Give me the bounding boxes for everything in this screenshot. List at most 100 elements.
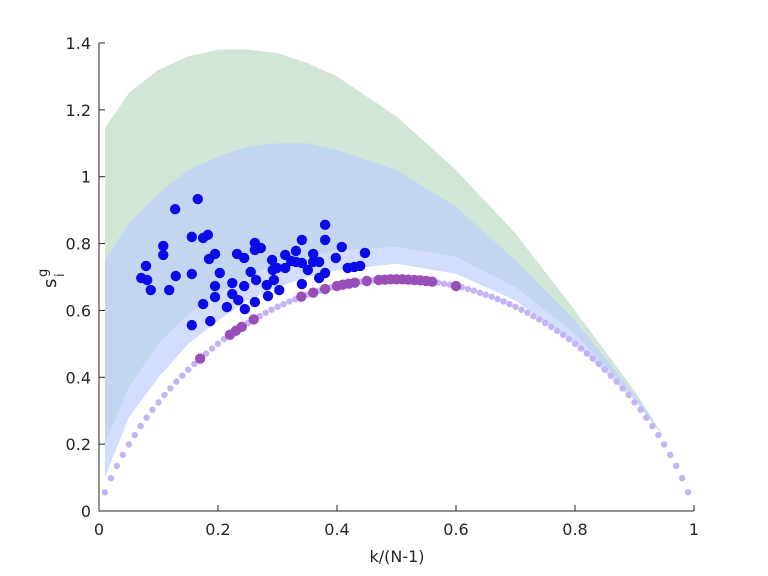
y-tick-label: 1.2 (66, 101, 91, 120)
point (280, 300, 287, 308)
point (107, 475, 115, 482)
x-tick-label: 0.6 (443, 520, 468, 539)
point (170, 270, 181, 282)
point (655, 431, 662, 439)
point (684, 489, 692, 496)
point (131, 431, 138, 439)
point (186, 231, 198, 243)
point (145, 284, 156, 296)
point (542, 319, 549, 327)
point (313, 256, 325, 268)
point (488, 293, 495, 300)
y-tick-label: 1 (81, 168, 91, 187)
point (530, 312, 537, 320)
point (637, 406, 644, 413)
point (186, 319, 198, 331)
x-tick-label: 0.2 (205, 520, 230, 539)
point (476, 289, 483, 296)
point (158, 249, 169, 261)
point (359, 247, 371, 259)
point (125, 441, 132, 448)
point (355, 260, 366, 272)
point (589, 355, 597, 362)
point (296, 278, 308, 290)
point (336, 241, 347, 253)
point (209, 280, 221, 292)
point (559, 331, 567, 339)
point (266, 254, 278, 266)
y-axis-label: s g i (36, 269, 68, 288)
y-tick-label: 1.4 (66, 34, 91, 53)
point (319, 219, 331, 231)
point (192, 193, 203, 205)
x-axis-label: k/(N-1) (369, 547, 424, 566)
point (262, 309, 269, 316)
point (101, 489, 109, 496)
point (161, 391, 168, 399)
point (149, 406, 156, 413)
point (248, 314, 259, 325)
point (262, 290, 274, 302)
point (271, 262, 283, 274)
point (500, 298, 507, 305)
point (296, 257, 308, 269)
y-label-sup: g (36, 269, 51, 277)
point (238, 252, 250, 264)
point (450, 280, 462, 292)
point (239, 303, 250, 315)
point (319, 267, 331, 279)
point (186, 268, 198, 280)
point (330, 252, 342, 264)
band (104, 246, 665, 478)
point (583, 350, 591, 357)
point (613, 378, 620, 385)
point (209, 248, 221, 260)
point (197, 298, 209, 310)
point (319, 283, 331, 295)
point (233, 294, 244, 306)
point (238, 280, 250, 292)
point (286, 298, 293, 305)
point (164, 284, 175, 296)
point (296, 234, 308, 246)
point (571, 340, 579, 348)
point (113, 462, 121, 470)
point (209, 291, 221, 303)
point (140, 260, 152, 272)
point (625, 391, 632, 399)
point (631, 399, 638, 406)
x-tick-label: 0.8 (562, 520, 587, 539)
point (236, 321, 247, 333)
point (155, 399, 162, 406)
point (548, 323, 555, 331)
point (274, 303, 281, 310)
point (319, 234, 331, 246)
point (440, 280, 448, 287)
point (249, 296, 261, 308)
point (296, 291, 307, 302)
point (280, 262, 291, 274)
point (202, 229, 214, 241)
point (143, 414, 150, 421)
point (512, 303, 519, 310)
point (227, 277, 238, 289)
point (179, 372, 186, 379)
y-label-base: s (40, 279, 61, 288)
band (104, 143, 665, 445)
y-tick-label: 0.2 (66, 435, 91, 454)
x-tick-label: 1 (689, 520, 699, 539)
point (302, 264, 314, 276)
point (619, 385, 626, 392)
point (601, 366, 608, 373)
point (167, 385, 174, 392)
point (250, 274, 262, 286)
point (524, 309, 531, 316)
point (268, 306, 275, 313)
point (553, 327, 561, 335)
point (173, 378, 180, 385)
point (221, 301, 233, 313)
point (308, 287, 319, 298)
point (427, 276, 438, 287)
